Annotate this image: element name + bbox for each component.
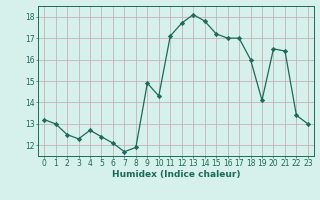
X-axis label: Humidex (Indice chaleur): Humidex (Indice chaleur) (112, 170, 240, 179)
